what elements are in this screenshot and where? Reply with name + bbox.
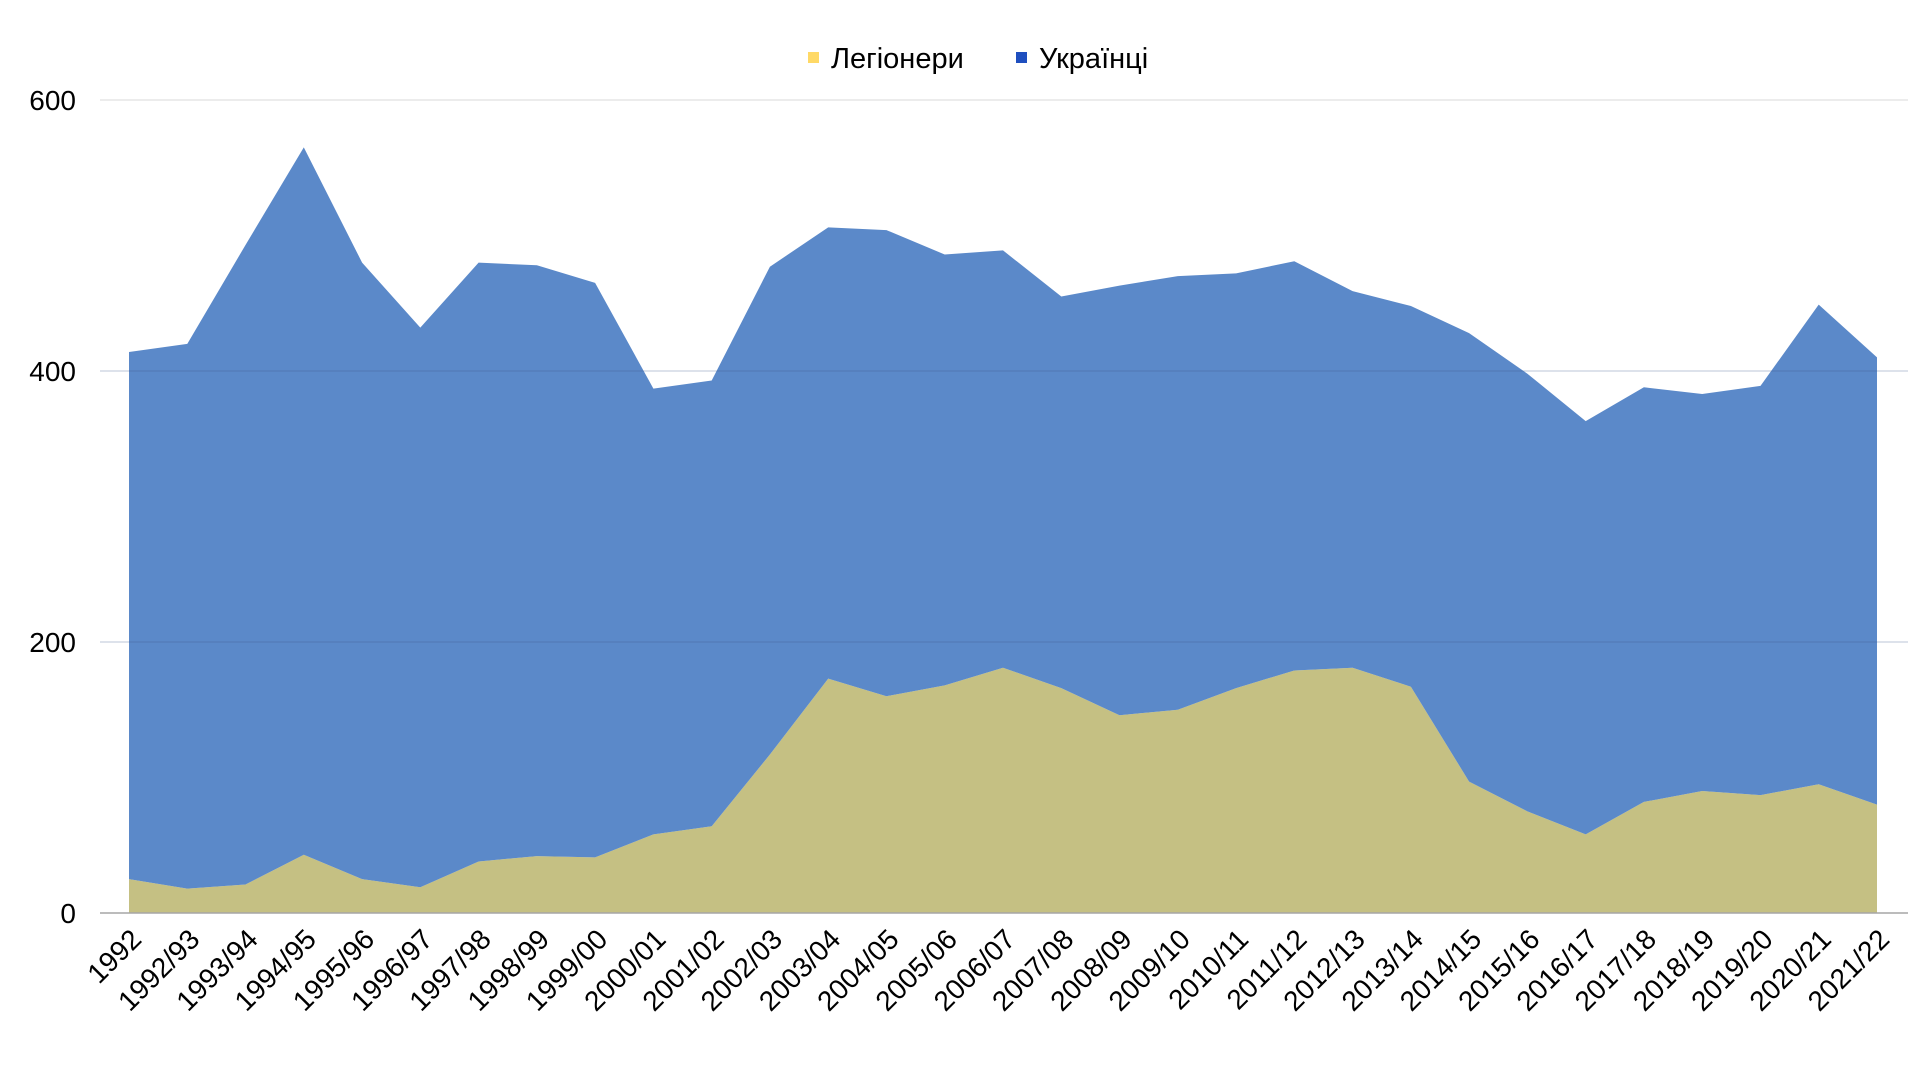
area-series-2 — [129, 147, 1877, 889]
legend: Легіонери Українці — [808, 43, 1148, 75]
gridlines — [100, 99, 1908, 914]
area-series — [129, 147, 1877, 913]
y-tick-label: 600 — [29, 85, 76, 116]
legend-swatch — [1016, 52, 1027, 63]
legend-swatch — [808, 52, 819, 63]
y-tick-label: 0 — [60, 898, 76, 929]
y-tick-label: 200 — [29, 627, 76, 658]
legend-label: Українці — [1039, 43, 1148, 75]
area-series-1 — [129, 667, 1877, 913]
y-tick-label: 400 — [29, 356, 76, 387]
legend-label: Легіонери — [831, 43, 964, 75]
